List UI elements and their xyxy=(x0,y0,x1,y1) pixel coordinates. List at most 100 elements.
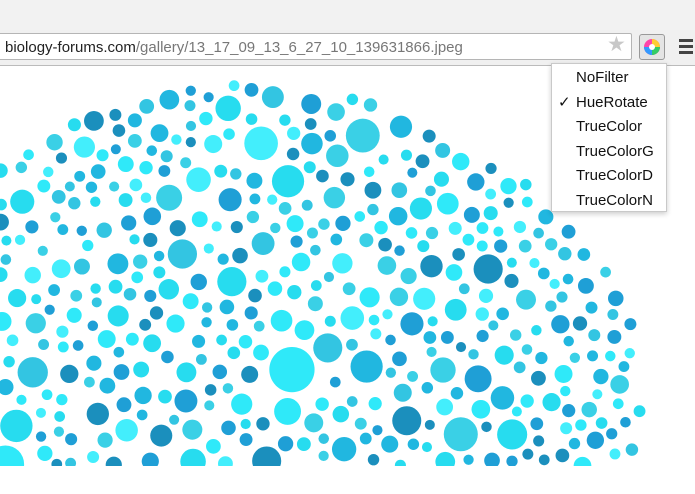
dot xyxy=(485,162,497,175)
menu-item[interactable]: ✓ HueRotate xyxy=(552,91,666,116)
dot xyxy=(109,181,120,192)
dot xyxy=(153,250,165,262)
dot xyxy=(607,329,622,344)
dot xyxy=(182,293,199,310)
dot xyxy=(370,328,382,340)
dot xyxy=(253,344,269,361)
dot xyxy=(6,334,19,347)
dot xyxy=(108,279,123,294)
dot xyxy=(41,389,53,401)
dot xyxy=(166,314,185,333)
dot xyxy=(562,404,576,418)
dot xyxy=(618,361,630,372)
dot xyxy=(425,226,439,240)
dot xyxy=(223,128,235,140)
dot xyxy=(144,289,157,302)
dot xyxy=(215,95,241,122)
dot xyxy=(296,437,311,452)
dot xyxy=(23,149,34,161)
dot xyxy=(586,431,605,449)
chrome-menu[interactable] xyxy=(679,39,693,57)
menu-item[interactable]: TrueColorN xyxy=(552,189,666,214)
menu-item[interactable]: TrueColorD xyxy=(552,164,666,189)
dot xyxy=(490,386,515,410)
dot xyxy=(244,82,259,97)
dot xyxy=(184,100,196,112)
dot xyxy=(186,167,211,192)
dot xyxy=(97,432,113,448)
dot xyxy=(476,222,489,234)
dot xyxy=(301,94,322,114)
dot xyxy=(125,332,139,346)
dot xyxy=(50,212,61,223)
dot xyxy=(606,428,618,440)
dot xyxy=(67,118,81,132)
dot xyxy=(464,365,492,393)
dot xyxy=(537,267,550,280)
dot xyxy=(68,197,81,210)
dot xyxy=(503,197,514,208)
dot xyxy=(443,417,478,452)
dot xyxy=(327,103,345,121)
dot xyxy=(105,456,122,466)
dot xyxy=(150,424,173,447)
dot xyxy=(323,186,346,209)
dot xyxy=(488,320,499,331)
dot xyxy=(136,409,148,421)
dot xyxy=(368,314,380,326)
dot xyxy=(592,389,603,400)
menu-item[interactable]: NoFilter xyxy=(552,66,666,91)
dot xyxy=(277,436,294,452)
dot xyxy=(436,398,454,416)
dot xyxy=(185,120,197,131)
dot xyxy=(287,126,301,140)
dot xyxy=(238,334,253,349)
dot xyxy=(270,222,281,234)
dot xyxy=(56,325,69,338)
dot xyxy=(463,206,480,223)
dot xyxy=(287,285,302,300)
dot xyxy=(278,202,292,215)
dot xyxy=(313,333,343,363)
dot xyxy=(176,362,197,383)
url-path: /gallery/13_17_09_13_6_27_10_139631866.j… xyxy=(135,39,463,56)
dot xyxy=(244,306,258,320)
dot xyxy=(481,421,492,433)
dot xyxy=(109,108,122,121)
dot xyxy=(563,335,574,347)
dot xyxy=(318,433,330,444)
extension-button[interactable] xyxy=(639,34,665,60)
dot xyxy=(286,215,304,233)
address-bar[interactable]: biology-forums.com/gallery/13_17_09_13_6… xyxy=(0,33,632,60)
dot xyxy=(127,134,142,148)
dot xyxy=(203,243,214,254)
dot xyxy=(86,355,102,371)
dot xyxy=(141,452,159,466)
dot xyxy=(326,144,349,168)
dot xyxy=(199,111,213,126)
dot xyxy=(54,411,66,422)
dot xyxy=(87,320,99,332)
dot xyxy=(182,419,203,440)
dot xyxy=(279,266,291,278)
dot xyxy=(218,456,233,466)
dot xyxy=(423,331,437,344)
dot xyxy=(139,99,155,114)
dot xyxy=(521,196,533,208)
dot xyxy=(573,456,592,466)
dot xyxy=(393,383,412,402)
dot xyxy=(43,166,54,178)
dot xyxy=(143,207,162,226)
dot xyxy=(219,299,235,315)
dot xyxy=(201,302,213,313)
dot xyxy=(35,407,46,418)
dot xyxy=(577,277,594,294)
dot xyxy=(575,419,587,431)
dot xyxy=(535,351,548,365)
dot xyxy=(204,400,215,411)
dot xyxy=(51,458,63,466)
dot xyxy=(204,135,223,154)
bookmark-star[interactable]: ★ xyxy=(607,33,626,56)
menu-item[interactable]: TrueColor xyxy=(552,115,666,140)
menu-item[interactable]: TrueColorG xyxy=(552,140,666,165)
